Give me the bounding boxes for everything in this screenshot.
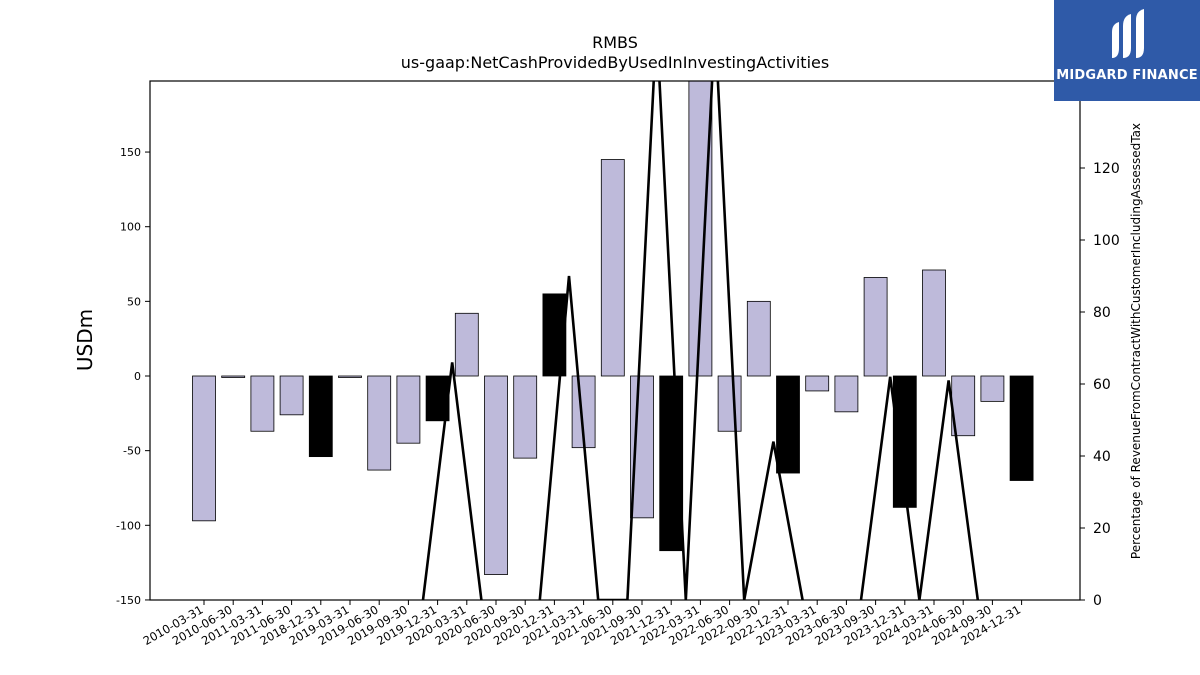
bar	[863, 277, 888, 377]
bar	[367, 375, 392, 471]
bar	[250, 375, 275, 432]
bar	[513, 375, 538, 459]
bar	[192, 375, 216, 522]
bar	[279, 375, 304, 416]
bar	[922, 269, 946, 377]
bar	[776, 375, 800, 474]
bar	[980, 375, 1005, 402]
y-tick-label: 100	[120, 221, 141, 234]
plot-frame	[149, 80, 1081, 601]
y2-tick-label: 60	[1093, 377, 1111, 393]
plot-area: -150-100-5005010015002040608010012014020…	[116, 81, 1120, 648]
bar	[484, 375, 508, 575]
logo-badge: MIDGARD FINANCE	[1054, 0, 1200, 101]
bar	[834, 375, 859, 413]
logo-text: MIDGARD FINANCE	[1056, 68, 1198, 83]
bar	[1009, 375, 1034, 481]
y-tick-label: 50	[127, 295, 141, 308]
y-tick-label: -50	[123, 445, 141, 458]
bar	[600, 159, 625, 377]
bar	[746, 300, 771, 377]
y2-tick-label: 40	[1093, 449, 1111, 465]
bar	[221, 375, 246, 378]
bar	[542, 293, 567, 377]
bar	[425, 375, 450, 422]
line-series-path	[859, 376, 980, 600]
bar	[688, 81, 713, 377]
line-series-path	[421, 362, 483, 600]
y2-tick-label: 20	[1093, 521, 1111, 537]
y-axis-label: USDm	[73, 309, 97, 371]
logo-icon	[1112, 9, 1144, 58]
bar	[805, 375, 830, 392]
line-series-path	[538, 81, 804, 600]
bar	[338, 375, 362, 378]
bar	[892, 375, 917, 508]
chart-title: RMBS	[592, 33, 638, 52]
y-tick-label: 150	[120, 146, 141, 159]
chart-subtitle: us-gaap:NetCashProvidedByUsedInInvesting…	[401, 53, 829, 72]
bar	[454, 312, 479, 377]
y2-tick-label: 120	[1093, 161, 1120, 177]
y2-axis-label: Percentage of RevenueFromContractWithCus…	[1129, 123, 1143, 559]
y-tick-label: -100	[116, 519, 141, 532]
plot-clip-group	[192, 81, 1034, 600]
y2-tick-label: 80	[1093, 305, 1111, 321]
y2-tick-label: 100	[1093, 233, 1120, 249]
y2-tick-label: 0	[1093, 593, 1102, 609]
bar	[308, 375, 333, 458]
y-tick-label: 0	[134, 370, 141, 383]
bar	[717, 375, 742, 432]
bar	[396, 375, 421, 444]
y-tick-label: -150	[116, 594, 141, 607]
